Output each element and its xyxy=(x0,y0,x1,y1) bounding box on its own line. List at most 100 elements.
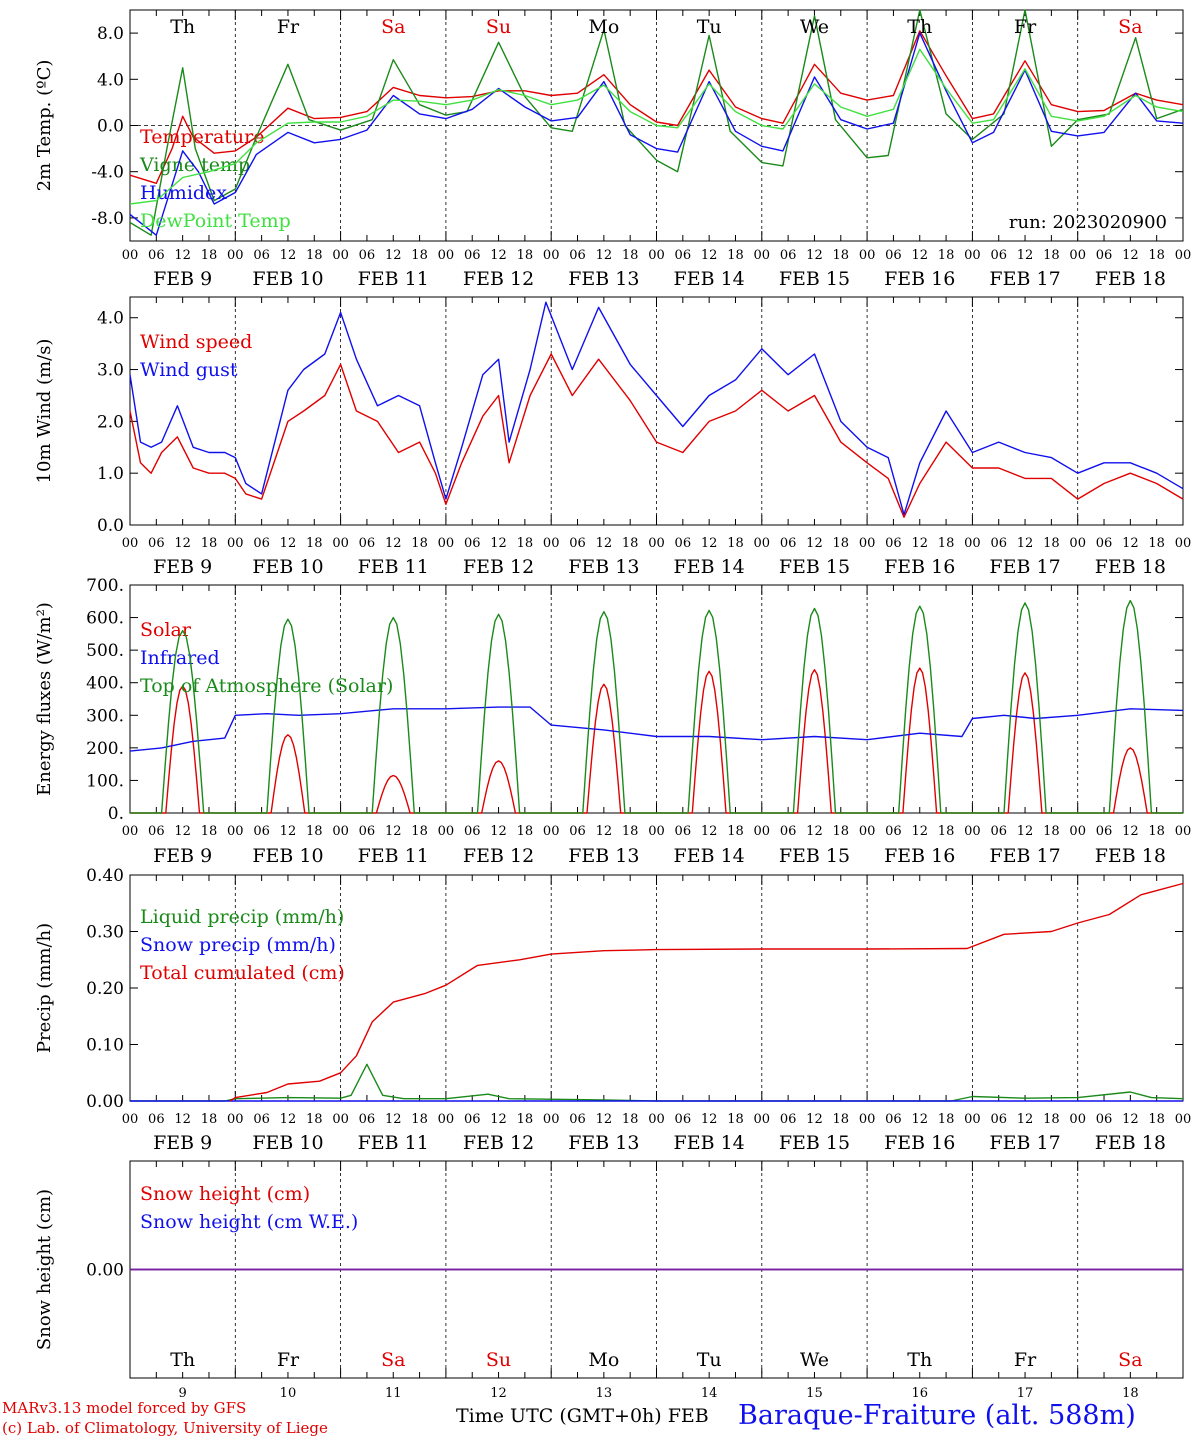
hour-tick-label: 06 xyxy=(148,536,165,551)
y-tick-label: 3.0 xyxy=(97,361,124,381)
hour-tick-label: 00 xyxy=(964,824,981,839)
hour-tick-label: 18 xyxy=(201,824,218,839)
hour-tick-label: 12 xyxy=(806,1112,823,1127)
legend-entry: Wind speed xyxy=(140,331,252,353)
hour-tick-label: 18 xyxy=(517,536,534,551)
hour-tick-label: 12 xyxy=(596,1112,613,1127)
y-axis-label: Precip (mm/h) xyxy=(34,923,55,1053)
hour-tick-label: 12 xyxy=(806,824,823,839)
hour-tick-label: 12 xyxy=(490,824,507,839)
date-label: FEB 10 xyxy=(252,268,323,290)
hour-tick-label: 00 xyxy=(227,536,244,551)
hour-tick-label: 06 xyxy=(253,536,270,551)
hour-tick-label: 00 xyxy=(438,248,455,263)
hour-tick-label: 12 xyxy=(1017,536,1034,551)
y-tick-label: 0.30 xyxy=(86,923,124,943)
hour-tick-label: 12 xyxy=(1017,824,1034,839)
hour-tick-label: 00 xyxy=(1175,824,1192,839)
hour-tick-label: 00 xyxy=(122,248,139,263)
meteogram: 00 06 12 18 00 06 12 18 00 06 12 18 00 06 12 18 00 06 12 18… xyxy=(34,9,1192,1400)
hour-tick-label: 00 xyxy=(332,1112,349,1127)
day-name-label: We xyxy=(800,1349,829,1371)
date-label: FEB 14 xyxy=(674,556,745,578)
series-line-dewpoint-temp xyxy=(129,48,1184,205)
y-tick-label: 0.0 xyxy=(97,516,124,536)
y-tick-label: -4.0 xyxy=(91,163,124,183)
hour-tick-label: 00 xyxy=(227,824,244,839)
legend-entry: Humidex xyxy=(140,182,227,204)
date-label: FEB 14 xyxy=(674,845,745,867)
day-number-label: 9 xyxy=(179,1386,187,1400)
hour-tick-label: 00 xyxy=(754,536,771,551)
hour-tick-label: 12 xyxy=(385,1112,402,1127)
hour-tick-label: 00 xyxy=(859,824,876,839)
day-name-label: Mo xyxy=(588,1349,619,1371)
hour-tick-label: 00 xyxy=(859,248,876,263)
hour-tick-label: 18 xyxy=(938,824,955,839)
hour-tick-label: 06 xyxy=(359,1112,376,1127)
hour-tick-label: 06 xyxy=(253,248,270,263)
hour-tick-label: 00 xyxy=(332,536,349,551)
hour-tick-label: 12 xyxy=(490,1112,507,1127)
legend-entry: Total cumulated (cm) xyxy=(140,962,345,984)
hour-tick-label: 06 xyxy=(780,824,797,839)
hour-tick-label: 18 xyxy=(517,1112,534,1127)
hour-tick-label: 12 xyxy=(596,824,613,839)
time-axis-label: Time UTC (GMT+0h) FEB xyxy=(456,1405,709,1427)
hour-tick-label: 06 xyxy=(569,248,586,263)
hour-tick-label: 06 xyxy=(464,536,481,551)
hour-tick-label: 12 xyxy=(385,536,402,551)
hour-tick-label: 00 xyxy=(1175,536,1192,551)
legend-entry: Infrared xyxy=(140,647,220,669)
hour-tick-label: 18 xyxy=(411,248,428,263)
hour-tick-label: 06 xyxy=(885,536,902,551)
hour-tick-label: 00 xyxy=(859,536,876,551)
run-label: run: 2023020900 xyxy=(1009,212,1167,233)
y-tick-label: 200. xyxy=(86,739,124,759)
hour-tick-label: 12 xyxy=(806,248,823,263)
hour-tick-label: 00 xyxy=(1175,1112,1192,1127)
hour-tick-label: 06 xyxy=(885,248,902,263)
day-number-label: 18 xyxy=(1122,1386,1139,1400)
date-label: FEB 15 xyxy=(779,268,850,290)
hour-tick-label: 00 xyxy=(859,1112,876,1127)
hour-tick-label: 12 xyxy=(701,536,718,551)
hour-tick-label: 00 xyxy=(122,1112,139,1127)
hour-tick-label: 12 xyxy=(174,1112,191,1127)
date-label: FEB 18 xyxy=(1095,556,1166,578)
date-label: FEB 17 xyxy=(989,1132,1060,1154)
hour-tick-label: 06 xyxy=(990,824,1007,839)
series-line-wind-gust xyxy=(129,301,1184,516)
hour-tick-label: 00 xyxy=(754,824,771,839)
y-tick-label: 4.0 xyxy=(97,309,124,329)
panel-3: 00 06 12 18 00 06 12 18 00 06 12 18 00 06 12 18 00 06 12 18… xyxy=(34,576,1191,867)
hour-tick-label: 12 xyxy=(490,248,507,263)
hour-tick-label: 18 xyxy=(938,536,955,551)
date-label: FEB 14 xyxy=(674,1132,745,1154)
day-name-label: Mo xyxy=(588,16,619,38)
y-axis-label: Energy fluxes (W/m²) xyxy=(34,602,55,796)
date-label: FEB 12 xyxy=(463,556,534,578)
series-line-total-cumulated-cm xyxy=(229,882,1184,1102)
hour-tick-label: 18 xyxy=(1148,1112,1165,1127)
day-number-label: 13 xyxy=(596,1386,613,1400)
hour-tick-label: 12 xyxy=(1122,1112,1139,1127)
hour-tick-label: 12 xyxy=(280,536,297,551)
hour-tick-label: 06 xyxy=(148,1112,165,1127)
y-tick-label: 400. xyxy=(86,674,124,694)
hour-tick-label: 18 xyxy=(727,824,744,839)
date-label: FEB 18 xyxy=(1095,845,1166,867)
hour-tick-label: 12 xyxy=(280,248,297,263)
hour-tick-label: 06 xyxy=(885,824,902,839)
y-tick-label: 600. xyxy=(86,609,124,629)
hour-tick-label: 18 xyxy=(517,824,534,839)
date-label: FEB 9 xyxy=(153,268,212,290)
day-name-label: Tu xyxy=(697,16,722,38)
hour-tick-label: 06 xyxy=(1096,248,1113,263)
hour-tick-label: 06 xyxy=(359,248,376,263)
day-name-label: Sa xyxy=(381,1349,405,1371)
panel-2: 00 06 12 18 00 06 12 18 00 06 12 18 00 06 12 18 00 06 12 18… xyxy=(34,296,1192,578)
day-name-label: Th xyxy=(170,1349,195,1371)
y-tick-label: 2.0 xyxy=(97,412,124,432)
date-label: FEB 10 xyxy=(252,556,323,578)
